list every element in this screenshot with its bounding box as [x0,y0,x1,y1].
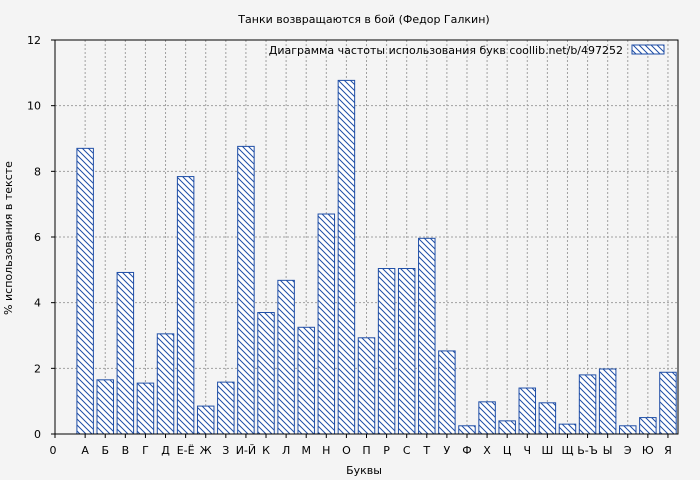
x-tick-label: Ы [603,444,613,457]
y-tick-label: 10 [27,100,41,113]
x-tick-label: Е-Ё [177,444,195,457]
x-tick-label: У [444,444,451,457]
x-tick-label: Г [142,444,149,457]
legend-swatch [631,44,665,55]
bar-С [397,268,416,435]
y-tick-label: 8 [34,165,41,178]
x-tick-label: Л [282,444,290,457]
bar-Г [136,382,155,435]
bar-Х [478,401,496,435]
y-tick-label: 6 [34,231,41,244]
bar-В [116,271,135,435]
x-tick-label: В [122,444,130,457]
x-axis-ticks: 0 А Б В Г Д Е-Ё Ж З И-Й К Л М Н О П Р С Т У Ф Х Ц Ч Ш Щ Ь-Ъ Ы Э Ю Я [50,434,672,457]
legend-label: Диаграмма частоты использования букв coo… [269,44,623,57]
bar-Е-Ё [176,176,195,435]
bar-М [297,326,315,435]
x-tick-label: Х [483,444,491,457]
bar-Ь-Ъ [578,374,597,435]
x-tick-label: Э [624,444,632,457]
x-tick-label: А [81,444,89,457]
x-tick-label: Я [664,444,672,457]
bar-Ч [518,387,537,435]
y-tick-label: 12 [27,34,41,47]
x-tick-label: Р [383,444,390,457]
x-tick-label: Б [101,444,109,457]
x-tick-label: С [403,444,411,457]
bar-Л [277,279,295,435]
bar-Р [377,268,396,435]
bar-Д [156,333,175,435]
x-tick-label: З [222,444,229,457]
bar-Э [619,425,637,435]
bar-Ш [538,402,557,435]
bar-Я [659,371,677,435]
x-tick-label: Д [161,444,170,457]
x-tick-label: Ф [462,444,471,457]
bar-И-Й [237,145,255,435]
bar-Б [96,379,114,435]
bar-Т [418,237,436,435]
y-tick-label: 0 [34,428,41,441]
x-axis-label: Буквы [346,464,382,477]
y-tick-label: 4 [34,297,41,310]
y-tick-label: 2 [34,362,41,375]
bar-У [438,350,456,435]
bars [76,79,677,435]
bar-О [337,79,356,435]
x-tick-label: Щ [561,444,573,457]
x-tick-label: И-Й [236,444,256,457]
x-tick-label: Ю [642,444,654,457]
x-tick-label: К [262,444,270,457]
x-tick-label: Ц [503,444,512,457]
bar-Щ [558,423,577,435]
bar-Ц [498,420,516,435]
x-tick-label: Ж [200,444,212,457]
bar-Н [317,213,336,435]
x-tick-label: Ь-Ъ [577,444,598,457]
x-tick-label: М [301,444,311,457]
bar-Ю [639,417,657,435]
bar-Ф [458,425,476,435]
x-tick-label: Ч [524,444,532,457]
y-axis-ticks: 0 2 4 6 8 10 12 [27,34,55,441]
x-tick-label: Н [322,444,330,457]
bar-Ж [196,405,215,435]
x-tick-label: 0 [50,444,57,457]
bar-З [217,381,235,435]
x-tick-label: П [362,444,370,457]
bar-П [357,337,376,435]
chart-title: Танки возвращаются в бой (Федор Галкин) [237,13,489,26]
bar-А [76,147,94,435]
legend: Диаграмма частоты использования букв coo… [269,44,665,57]
y-axis-label: % использования в тексте [2,161,15,315]
x-tick-label: Ш [541,444,553,457]
x-tick-label: Т [422,444,430,457]
x-tick-label: О [342,444,351,457]
bar-К [257,312,275,435]
bar-Ы [598,368,617,435]
